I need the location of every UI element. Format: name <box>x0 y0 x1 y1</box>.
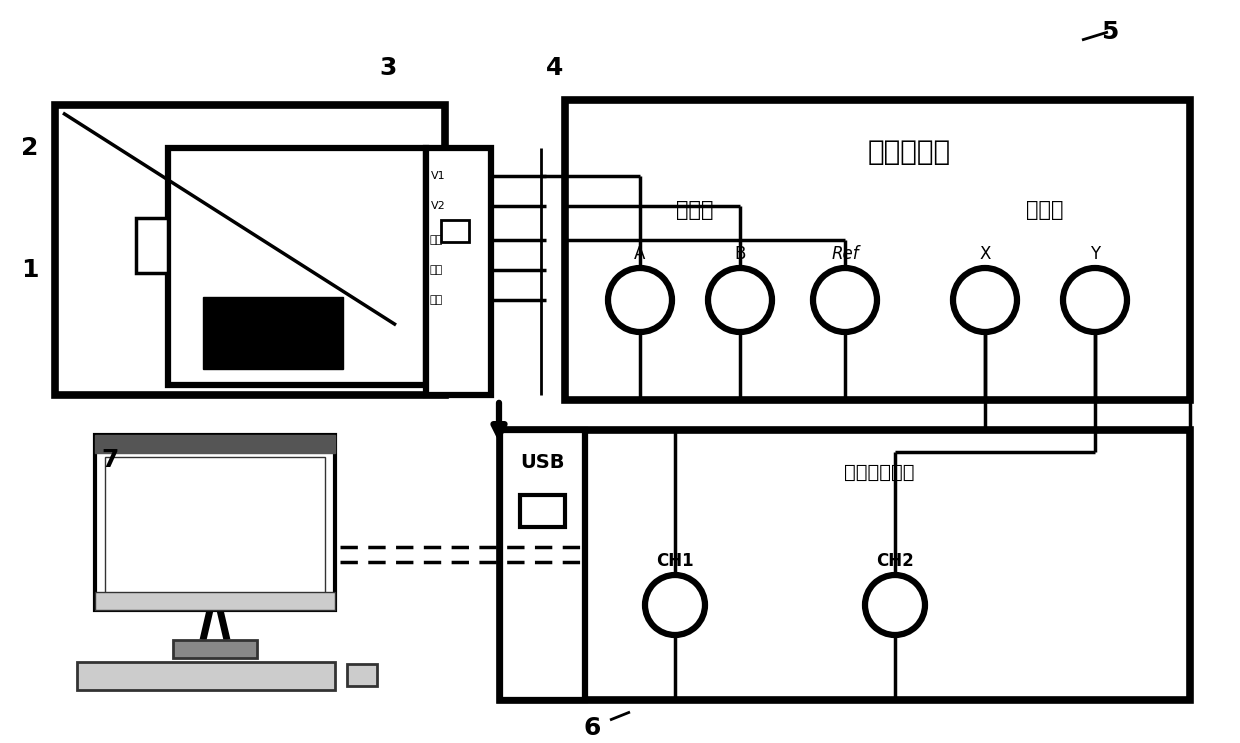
Bar <box>95 592 335 610</box>
Bar <box>136 218 167 273</box>
Text: X: X <box>980 245 991 263</box>
Text: 5: 5 <box>1101 20 1118 44</box>
Bar <box>174 640 257 658</box>
Circle shape <box>645 575 706 635</box>
Text: 输出端: 输出端 <box>1027 200 1064 220</box>
Text: 7: 7 <box>102 448 119 472</box>
Text: CH1: CH1 <box>656 552 694 570</box>
Text: B: B <box>734 245 745 263</box>
Bar <box>500 430 1190 700</box>
Bar <box>203 297 343 369</box>
Text: USB: USB <box>521 452 564 472</box>
Text: 源极: 源极 <box>429 235 443 245</box>
Circle shape <box>1063 268 1127 332</box>
Bar <box>565 100 1190 400</box>
Circle shape <box>954 268 1017 332</box>
Text: 4: 4 <box>547 56 564 80</box>
Circle shape <box>866 575 925 635</box>
Text: V1: V1 <box>432 171 445 181</box>
Text: 漏极: 漏极 <box>429 265 443 275</box>
Bar <box>500 430 585 700</box>
Bar <box>77 662 335 690</box>
Bar <box>167 148 427 385</box>
Circle shape <box>708 268 773 332</box>
Circle shape <box>813 268 877 332</box>
Text: Ref: Ref <box>831 245 859 263</box>
Text: Y: Y <box>1090 245 1100 263</box>
Text: 2: 2 <box>21 136 38 160</box>
Circle shape <box>608 268 672 332</box>
Text: 栋极: 栋极 <box>429 295 443 305</box>
Text: 1: 1 <box>21 258 38 282</box>
Bar <box>520 495 565 527</box>
Bar <box>95 435 335 453</box>
Text: 6: 6 <box>583 716 600 740</box>
Text: 3: 3 <box>379 56 397 80</box>
Bar <box>55 105 445 395</box>
Text: 锁相放大器: 锁相放大器 <box>867 138 950 166</box>
Text: V2: V2 <box>432 201 445 211</box>
Bar <box>95 435 335 610</box>
Text: 数据采集模块: 数据采集模块 <box>844 462 915 481</box>
Bar <box>427 148 491 395</box>
Bar <box>441 220 469 242</box>
Bar <box>105 457 325 594</box>
Text: A: A <box>635 245 646 263</box>
Bar <box>347 664 377 686</box>
Text: CH2: CH2 <box>877 552 914 570</box>
Text: 输入端: 输入端 <box>676 200 714 220</box>
